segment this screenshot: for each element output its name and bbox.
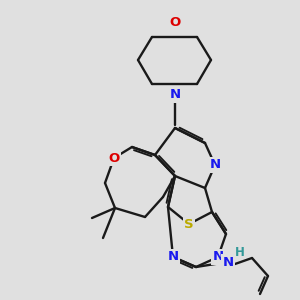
Text: H: H (235, 245, 245, 259)
Text: S: S (184, 218, 194, 230)
Text: N: N (212, 250, 224, 263)
Text: N: N (169, 88, 181, 101)
Text: N: N (209, 158, 220, 172)
Text: O: O (169, 16, 181, 29)
Text: N: N (167, 250, 178, 263)
Text: N: N (222, 256, 234, 268)
Text: O: O (108, 152, 120, 164)
